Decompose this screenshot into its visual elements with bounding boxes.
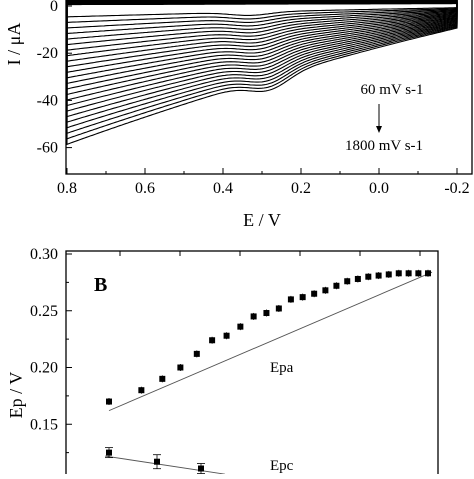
- epa-point: [275, 305, 282, 312]
- panel-a-x-tick-label: 0.2: [291, 180, 311, 197]
- epa-point: [395, 270, 402, 277]
- epc-point: [154, 458, 160, 465]
- panel-b-y-tick-label: 0.30: [30, 246, 58, 263]
- epa-point: [138, 387, 145, 394]
- epa-point: [223, 332, 230, 339]
- cv-curve: [66, 0, 458, 107]
- epa-point: [287, 296, 294, 303]
- epc-point: [106, 449, 112, 456]
- cv-curve: [66, 0, 458, 118]
- panel-a-y-ticks: 0 -20 -40 -60: [37, 0, 72, 157]
- scan-rate-high-label: 1800 mV s-1: [345, 138, 423, 154]
- panel-a-cyclic-voltammogram: 0.8 0.6 0.4 0.2 0.0 -0.2 0 -20 -40 -60 E / V I /…: [4, 0, 473, 230]
- panel-b-letter: B: [94, 274, 107, 296]
- epa-label: Epa: [270, 360, 294, 376]
- epa-point: [106, 398, 112, 405]
- epc-fit-line: [104, 455, 226, 475]
- panel-a-x-tick-label: -0.2: [444, 180, 469, 197]
- panel-b-y-tick-label: 0.15: [30, 416, 58, 433]
- cv-curve: [66, 0, 458, 146]
- epa-point: [237, 323, 244, 330]
- epa-point: [365, 273, 372, 280]
- scan-rate-low-label: 60 mV s-1: [360, 82, 423, 98]
- panel-a-x-tick-label: 0.4: [213, 180, 233, 197]
- epa-point: [333, 282, 340, 289]
- cv-curve: [66, 0, 458, 129]
- epa-point: [405, 270, 412, 277]
- panel-b-peak-potential: 0.30 0.25 0.20 0.15 B Ep / V Epa Epc: [6, 246, 439, 479]
- epa-point: [344, 278, 351, 285]
- panel-b-frame: [65, 250, 439, 479]
- cv-curve: [66, 0, 458, 112]
- epa-point: [375, 272, 382, 279]
- scan-rate-arrow-head: [376, 126, 382, 133]
- panel-b-y-axis-label: Ep / V: [6, 372, 26, 419]
- epa-point: [354, 275, 361, 282]
- epa-point: [425, 270, 431, 277]
- epa-point: [263, 310, 270, 317]
- epa-point: [250, 313, 257, 320]
- cv-curve: [66, 0, 458, 134]
- panel-a-x-tick-label: 0.8: [57, 180, 77, 197]
- epa-point: [415, 270, 422, 277]
- epa-point: [193, 350, 200, 357]
- epc-point: [198, 465, 204, 472]
- cv-curve: [66, 0, 458, 140]
- panel-b-y-tick-label: 0.20: [30, 360, 58, 377]
- panel-a-x-tick-label: 0.0: [369, 180, 389, 197]
- panel-b-x-ticks: [119, 251, 421, 256]
- panel-a-x-tick-label: 0.6: [135, 180, 155, 197]
- epa-point: [385, 271, 392, 278]
- panel-a-y-tick-label: -20: [37, 45, 58, 62]
- panel-b-y-ticks: 0.30 0.25 0.20 0.15: [30, 246, 72, 454]
- panel-a-x-ticks: 0.8 0.6 0.4 0.2 0.0 -0.2: [57, 168, 470, 197]
- panel-a-frame: [65, 0, 473, 175]
- epa-point: [159, 375, 166, 382]
- epa-point: [299, 294, 306, 301]
- panel-b-y-tick-label: 0.25: [30, 303, 58, 320]
- epa-fit-line: [108, 271, 433, 412]
- panel-a-y-axis-label: I / μA: [4, 23, 24, 66]
- cv-curves: [66, 0, 458, 146]
- panel-b-series: [104, 269, 433, 475]
- epa-point: [209, 337, 216, 344]
- epc-label: Epc: [270, 458, 294, 474]
- cv-curve: [66, 0, 458, 123]
- epa-point: [311, 290, 318, 297]
- epa-point: [322, 287, 329, 294]
- panel-a-y-tick-label: -60: [37, 140, 58, 157]
- panel-a-y-tick-label: 0: [50, 0, 58, 15]
- epa-point: [177, 364, 184, 371]
- panel-a-y-tick-label: -40: [37, 92, 58, 109]
- panel-a-x-axis-label: E / V: [243, 210, 281, 230]
- cv-curve: [66, 0, 458, 101]
